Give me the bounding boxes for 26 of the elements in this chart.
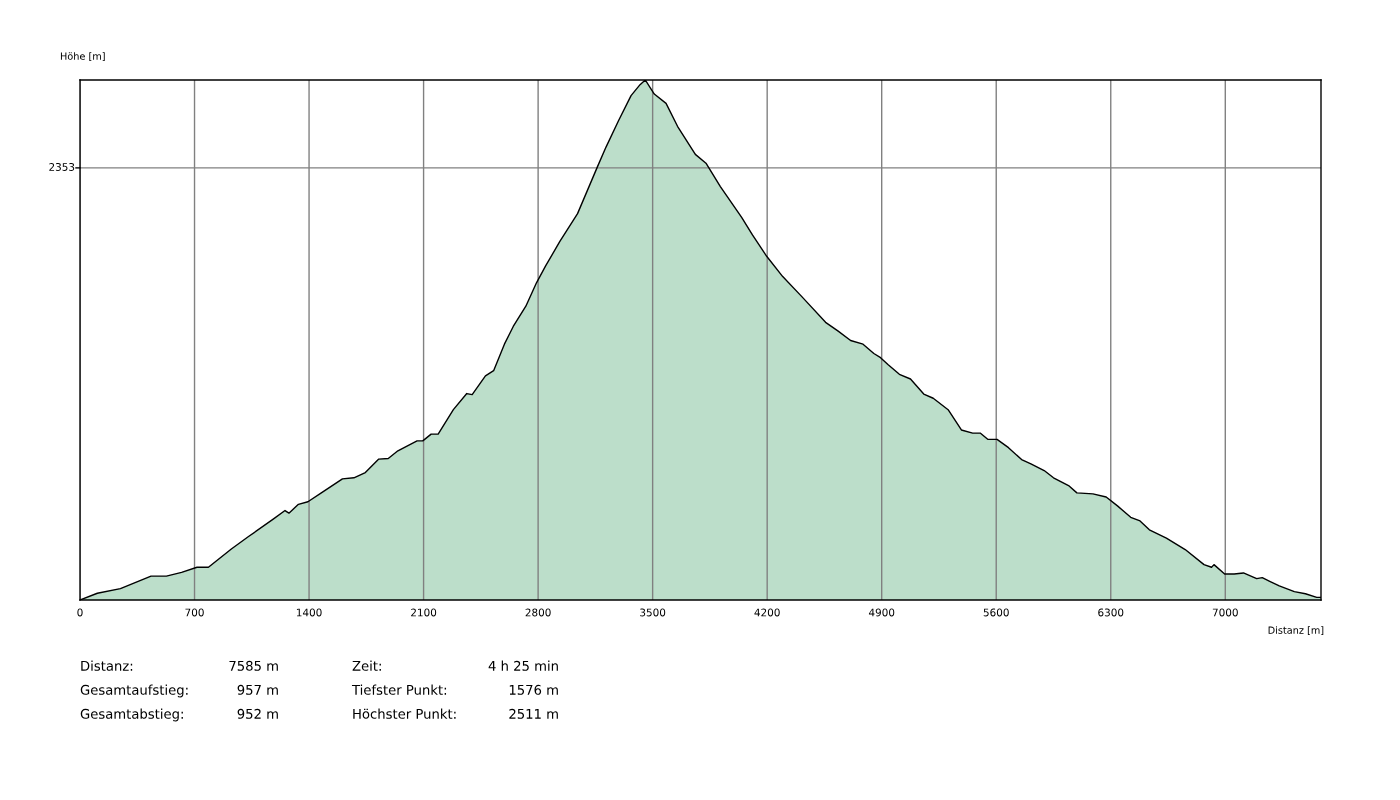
x-tick-label: 2800 <box>525 608 551 617</box>
text: 2511 m <box>509 708 558 719</box>
x-tick-label: 4200 <box>754 608 780 617</box>
text: 952 m <box>237 708 278 719</box>
x-tick-label: 0 <box>77 608 83 617</box>
text: 7585 m <box>229 660 278 671</box>
text: Zeit: <box>352 660 381 671</box>
y-axis-title: Höhe [m] <box>60 52 105 61</box>
text: 2353 <box>49 163 75 171</box>
text: 957 m <box>237 684 278 695</box>
x-tick-label: 7000 <box>1212 608 1238 617</box>
x-tick-label: 5600 <box>983 608 1009 617</box>
x-tick-label: 700 <box>185 608 204 617</box>
x-tick-label: 3500 <box>640 608 666 617</box>
text: Höchster Punkt: <box>353 708 456 719</box>
text: 4 h 25 min <box>488 660 558 671</box>
x-tick-label: 2100 <box>411 608 437 617</box>
x-tick-label: 4900 <box>868 608 895 617</box>
text: 1576 m <box>509 684 558 695</box>
text: Tiefster Punkt: <box>351 684 447 695</box>
x-tick-label: 1400 <box>296 608 322 617</box>
x-tick-label: 6300 <box>1098 608 1124 617</box>
text: Distanz: <box>81 660 133 671</box>
x-axis-title: Distanz [m] <box>1268 626 1324 635</box>
text: Gesamtabstieg: <box>80 708 183 722</box>
text: Gesamtaufstieg: <box>80 684 188 698</box>
